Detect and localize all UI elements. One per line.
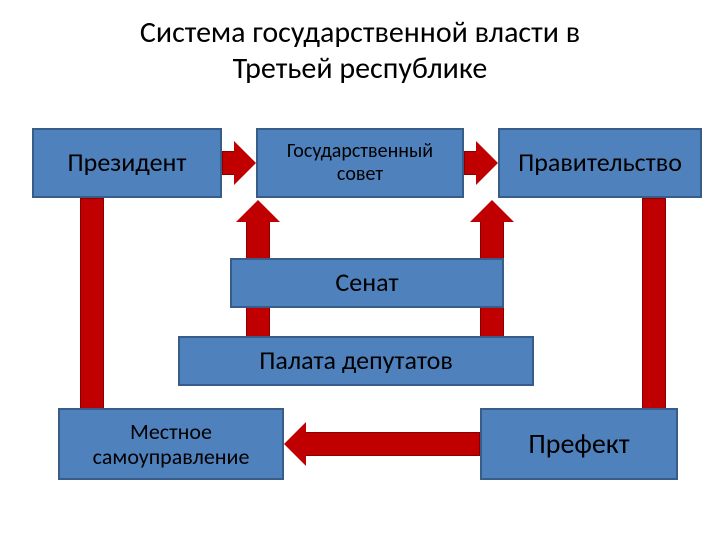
- node-label: Сенат: [335, 268, 398, 298]
- node-label: Президент: [68, 148, 187, 178]
- node-local: Местное самоуправление: [58, 408, 284, 480]
- node-president: Президент: [32, 128, 222, 198]
- arrow-head: [284, 422, 306, 466]
- node-label: Префект: [528, 428, 629, 460]
- node-prefect: Префект: [480, 408, 678, 480]
- node-government: Правительство: [498, 128, 702, 198]
- node-label: Палата депутатов: [259, 346, 453, 376]
- arrow-head: [470, 200, 514, 222]
- arrow-head: [236, 200, 280, 222]
- arrow-head: [234, 141, 256, 185]
- node-senate: Сенат: [230, 258, 504, 308]
- node-chamber: Палата депутатов: [178, 336, 534, 386]
- page-title-line2: Третьей республике: [0, 50, 720, 87]
- node-label: Местное самоуправление: [66, 419, 276, 470]
- arrow-segment: [304, 432, 480, 456]
- node-council: Государственный совет: [256, 128, 464, 198]
- arrow-head: [476, 141, 498, 185]
- node-label: Государственный совет: [264, 140, 456, 186]
- page-title-line1: Система государственной власти в: [0, 14, 720, 51]
- node-label: Правительство: [518, 148, 682, 178]
